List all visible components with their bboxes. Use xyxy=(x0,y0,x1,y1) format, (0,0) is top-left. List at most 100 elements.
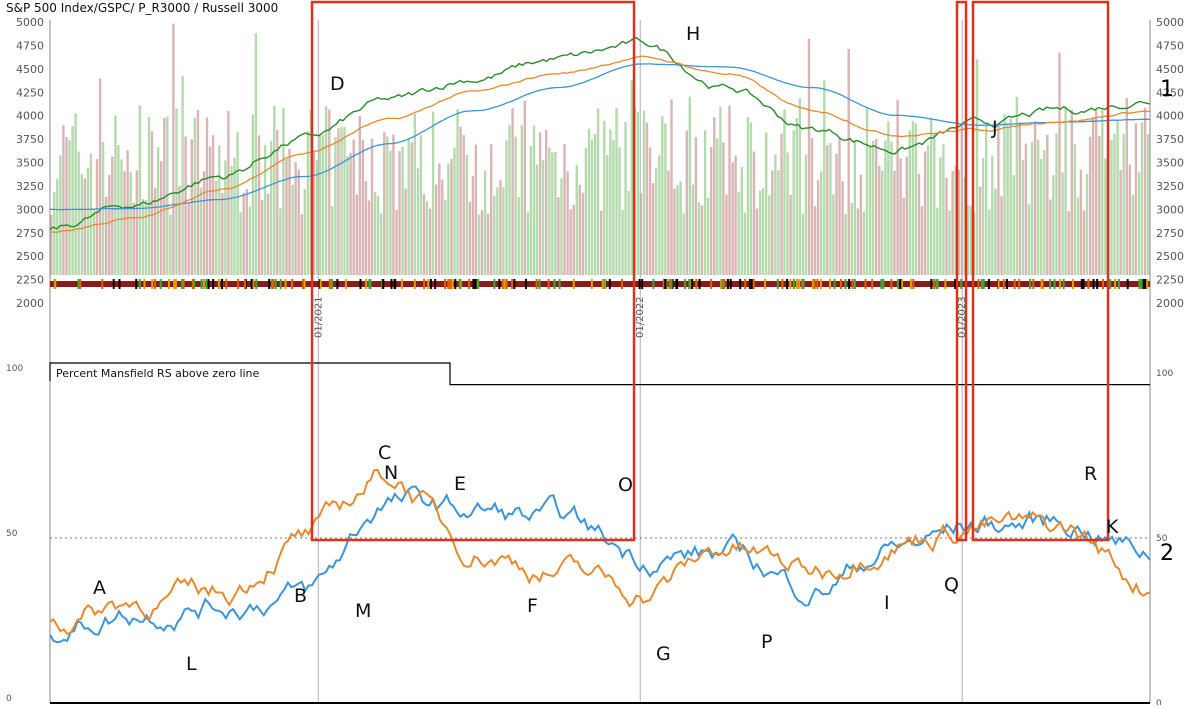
volume-bar xyxy=(1076,197,1080,275)
volume-bar xyxy=(896,100,899,275)
volume-bar xyxy=(939,157,942,275)
volume-bar xyxy=(62,125,65,275)
volume-bar xyxy=(398,151,401,275)
volume-bar xyxy=(862,211,866,275)
volume-bar xyxy=(532,125,536,275)
volume-bar xyxy=(667,170,670,275)
volume-bar xyxy=(590,139,594,275)
volume-bar xyxy=(156,147,160,275)
signal-tick xyxy=(930,279,933,289)
volume-bar xyxy=(352,139,355,275)
volume-bar xyxy=(865,108,869,275)
volume-bar xyxy=(276,129,279,275)
panel1-y-tick-label-right: 4000 xyxy=(1156,110,1184,123)
volume-bar xyxy=(447,163,450,275)
volume-bar xyxy=(820,171,823,275)
signal-tick xyxy=(752,279,755,289)
signal-tick xyxy=(960,279,963,289)
panel1-y-tick-label-right: 4750 xyxy=(1156,39,1184,52)
volume-bar xyxy=(545,130,548,275)
signal-tick xyxy=(344,279,347,289)
volume-bar xyxy=(783,109,786,275)
volume-bar xyxy=(114,115,117,275)
signal-tick xyxy=(468,279,471,289)
volume-bar xyxy=(80,174,83,275)
signal-tick xyxy=(501,279,504,289)
volume-bar xyxy=(285,159,288,275)
signal-tick xyxy=(173,279,176,289)
signal-tick xyxy=(174,279,177,289)
volume-bar xyxy=(991,155,994,275)
volume-bar xyxy=(563,144,566,275)
panel1-y-tick-label-right: 3250 xyxy=(1156,180,1184,193)
volume-bar xyxy=(270,140,273,275)
volume-bar xyxy=(1036,139,1040,275)
volume-bar xyxy=(600,210,603,275)
signal-tick xyxy=(279,279,282,289)
volume-bar xyxy=(621,210,624,275)
signal-tick xyxy=(880,279,883,289)
volume-bar xyxy=(875,139,878,275)
volume-bar xyxy=(737,191,740,275)
signal-tick xyxy=(816,279,819,289)
signal-tick xyxy=(1109,279,1112,289)
signal-tick xyxy=(220,279,223,289)
signal-tick xyxy=(936,279,939,289)
volume-bar xyxy=(713,117,716,275)
volume-bar xyxy=(789,194,792,275)
signal-tick xyxy=(336,279,339,289)
signal-tick xyxy=(604,279,606,289)
signal-tick xyxy=(909,279,912,289)
signal-tick xyxy=(459,279,462,289)
signal-tick xyxy=(691,279,694,289)
signal-tick xyxy=(413,279,416,289)
volume-bar xyxy=(190,139,193,275)
volume-bar xyxy=(98,78,102,275)
signal-tick xyxy=(118,279,121,289)
volume-bar xyxy=(746,117,750,275)
volume-bar xyxy=(422,194,426,275)
volume-bar xyxy=(92,208,96,275)
panel1-y-tick-label-right: 3750 xyxy=(1156,133,1184,146)
signal-tick xyxy=(525,279,527,289)
volume-bar xyxy=(496,187,499,275)
volume-bar xyxy=(340,127,343,275)
panel1-y-tick-label-left: 5000 xyxy=(16,16,44,29)
volume-bar xyxy=(978,186,982,275)
signal-tick xyxy=(798,279,801,289)
volume-bar xyxy=(655,167,658,275)
volume-bar xyxy=(108,174,111,275)
signal-tick xyxy=(1117,279,1120,289)
volume-bar xyxy=(508,124,511,275)
signal-tick xyxy=(848,279,851,289)
volume-bar xyxy=(331,206,334,275)
signal-tick xyxy=(182,279,185,289)
signal-tick xyxy=(237,279,240,289)
signal-tick xyxy=(423,279,426,289)
annotation-label: K xyxy=(1106,516,1119,538)
signal-tick xyxy=(977,279,980,289)
volume-bar xyxy=(1082,210,1086,275)
volume-bar xyxy=(700,205,704,275)
volume-bar xyxy=(969,206,973,275)
annotation-label: C xyxy=(378,442,391,464)
volume-bar xyxy=(710,147,713,275)
volume-bar xyxy=(480,210,484,275)
volume-bar xyxy=(1125,98,1128,275)
volume-bar xyxy=(141,199,145,275)
volume-bar xyxy=(248,206,251,275)
signal-tick xyxy=(944,279,947,289)
x-tick-label: 01/2023 xyxy=(957,296,968,338)
volume-bar xyxy=(431,111,435,275)
volume-bar xyxy=(77,151,80,275)
volume-bar xyxy=(572,204,575,275)
signal-tick xyxy=(365,279,368,289)
volume-bar xyxy=(878,165,881,275)
volume-bar xyxy=(578,184,581,275)
volume-bar xyxy=(645,122,649,275)
volume-bar xyxy=(364,181,368,275)
volume-bar xyxy=(138,105,141,276)
signal-tick xyxy=(135,279,138,289)
